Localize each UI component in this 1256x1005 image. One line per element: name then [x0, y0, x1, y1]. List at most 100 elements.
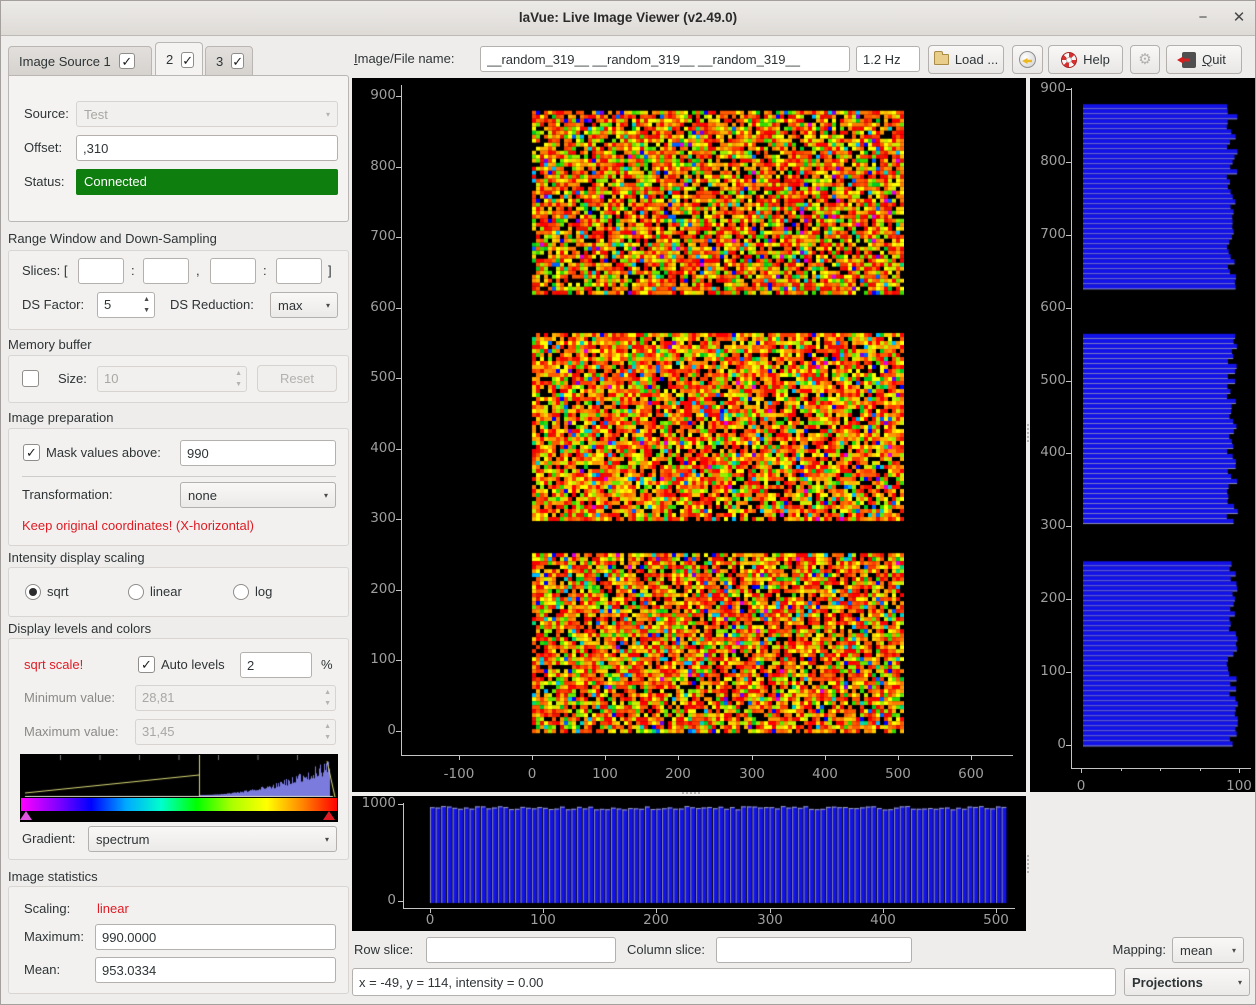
row-slice-label: Row slice:	[354, 937, 413, 963]
stats-mean-field[interactable]	[95, 957, 336, 983]
file-name-input[interactable]	[480, 46, 850, 72]
intensity-histogram-canvas[interactable]	[21, 755, 337, 797]
main-x-tick	[678, 755, 679, 760]
column-projection-plot[interactable]: 010000100200300400500	[352, 796, 1026, 931]
maximum-value-label: Maximum value:	[24, 719, 119, 745]
tab-3-checkbox[interactable]: ✓	[231, 53, 244, 69]
row-projection-plot[interactable]: 01002003004005006007008009000100	[1030, 78, 1256, 792]
ds-factor-spinbox[interactable]: 5 ▲▼	[97, 292, 155, 318]
slice-end-2-input[interactable]	[276, 258, 322, 284]
close-button[interactable]: ✕	[1226, 6, 1252, 30]
sqrt-scale-note: sqrt scale!	[24, 652, 83, 678]
main-y-tick-label: 500	[352, 369, 396, 385]
tab-image-source-1[interactable]: Image Source 1 ✓	[8, 46, 152, 76]
frame-rate-field[interactable]	[856, 46, 920, 72]
buffer-size-spinbox[interactable]: 10 ▲▼	[97, 366, 247, 392]
reset-button[interactable]: Reset	[257, 365, 337, 392]
column-projection-canvas[interactable]	[426, 804, 1011, 916]
bottom-x-tick-label: 500	[966, 912, 1026, 928]
ds-reduction-combobox[interactable]: max ▾	[270, 292, 338, 318]
scaling-section-title: Intensity display scaling	[8, 550, 145, 565]
slice-start-1-input[interactable]	[78, 258, 124, 284]
row-slice-input[interactable]	[426, 937, 616, 963]
main-x-tick-label: 0	[502, 766, 562, 782]
tab-image-source-2[interactable]: 2 ✓	[155, 42, 203, 76]
minimum-value-spinbox[interactable]: 28,81 ▲▼	[135, 685, 336, 711]
radio-sqrt[interactable]	[25, 584, 41, 600]
maximum-value-spinbox[interactable]: 31,45 ▲▼	[135, 719, 336, 745]
slice-end-1-input[interactable]	[143, 258, 189, 284]
bottom-x-tick-label: 100	[513, 912, 573, 928]
tab-image-source-3[interactable]: 3 ✓	[205, 46, 253, 76]
right-y-tick	[1066, 599, 1071, 600]
mask-values-input[interactable]	[180, 440, 336, 466]
radio-log[interactable]	[233, 584, 249, 600]
spin-down-icon[interactable]: ▼	[143, 307, 150, 314]
file-name-label: Image/File name:	[354, 46, 454, 72]
gradient-bar[interactable]	[21, 798, 337, 811]
corner-splitter-handle[interactable]	[1027, 855, 1030, 873]
main-y-tick-label: 400	[352, 440, 396, 456]
auto-levels-input[interactable]	[240, 652, 312, 678]
help-button[interactable]: Help	[1048, 45, 1123, 74]
right-y-axis	[1071, 88, 1072, 768]
memory-buffer-checkbox[interactable]	[22, 370, 39, 387]
help-button-label: Help	[1083, 52, 1110, 67]
max-level-marker[interactable]	[323, 811, 335, 820]
slices-colon-1: :	[131, 258, 135, 284]
load-button[interactable]: Load ...	[928, 45, 1004, 74]
main-y-tick	[396, 237, 401, 238]
mask-values-checkbox[interactable]: ✓	[23, 444, 40, 461]
right-y-tick	[1066, 308, 1071, 309]
timer-button[interactable]	[1012, 45, 1043, 74]
slices-comma: ,	[196, 258, 200, 284]
levels-histogram-widget[interactable]	[20, 754, 338, 822]
quit-button[interactable]: Quit	[1166, 45, 1242, 74]
main-image-plot[interactable]: 0100200300400500600700800900-10001002003…	[352, 78, 1026, 792]
spin-down-icon: ▼	[324, 700, 331, 707]
main-y-tick	[396, 308, 401, 309]
levels-section-title: Display levels and colors	[8, 621, 151, 636]
slice-start-2-input[interactable]	[210, 258, 256, 284]
settings-button[interactable]: ⚙	[1130, 45, 1160, 74]
auto-levels-checkbox[interactable]: ✓	[138, 656, 155, 673]
projections-label: Projections	[1132, 975, 1232, 990]
window-title: laVue: Live Image Viewer (v2.49.0)	[0, 0, 1256, 36]
stats-maximum-field[interactable]	[95, 924, 336, 950]
main-y-tick	[396, 590, 401, 591]
source-combobox[interactable]: Test ▾	[76, 101, 338, 127]
pixel-position-readout[interactable]	[352, 968, 1116, 996]
ds-reduction-value: max	[278, 298, 320, 313]
offset-input[interactable]	[76, 135, 338, 161]
column-slice-input[interactable]	[716, 937, 912, 963]
clock-icon	[1019, 51, 1036, 68]
mapping-combobox[interactable]: mean ▾	[1172, 937, 1244, 963]
chevron-down-icon: ▾	[326, 301, 330, 310]
right-y-tick	[1066, 453, 1071, 454]
bottom-x-tick-label: 0	[400, 912, 460, 928]
transformation-combobox[interactable]: none ▾	[180, 482, 336, 508]
bottom-y-tick-label: 0	[352, 892, 396, 908]
tab-1-checkbox[interactable]: ✓	[119, 53, 135, 69]
radio-linear-label: linear	[150, 579, 182, 605]
radio-linear[interactable]	[128, 584, 144, 600]
vertical-splitter-handle[interactable]	[1027, 424, 1030, 442]
main-x-tick-label: 500	[868, 766, 928, 782]
spin-up-icon[interactable]: ▲	[143, 296, 150, 303]
auto-levels-label: Auto levels	[161, 652, 225, 678]
slices-colon-2: :	[263, 258, 267, 284]
horizontal-splitter-handle[interactable]	[682, 792, 700, 795]
gradient-combobox[interactable]: spectrum ▾	[88, 826, 337, 852]
bottom-x-tick-label: 400	[853, 912, 913, 928]
projections-combobox[interactable]: Projections ▾	[1124, 968, 1250, 996]
main-y-tick-label: 900	[352, 87, 396, 103]
right-y-tick-label: 0	[1030, 736, 1066, 752]
min-level-marker[interactable]	[20, 811, 32, 820]
main-x-tick-label: 600	[941, 766, 1001, 782]
main-y-tick-label: 200	[352, 581, 396, 597]
row-projection-canvas[interactable]	[1083, 98, 1251, 750]
main-x-axis	[401, 755, 1013, 756]
tab-2-checkbox[interactable]: ✓	[181, 52, 194, 68]
minimize-button[interactable]: −	[1190, 6, 1216, 30]
noise-image-canvas[interactable]	[528, 104, 904, 766]
